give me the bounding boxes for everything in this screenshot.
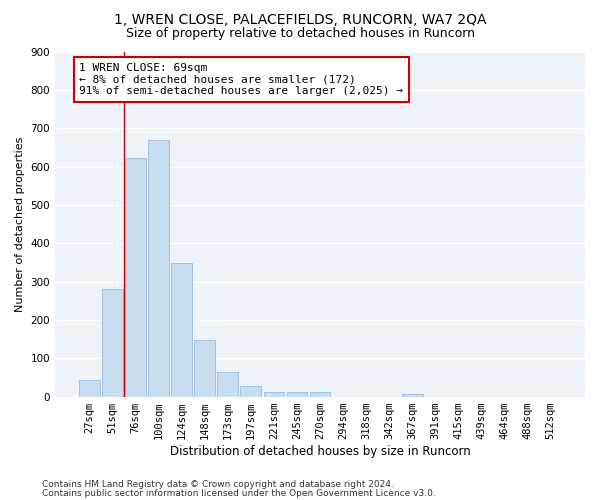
Bar <box>217 372 238 396</box>
Text: Size of property relative to detached houses in Runcorn: Size of property relative to detached ho… <box>125 28 475 40</box>
Bar <box>172 263 192 396</box>
Text: Contains HM Land Registry data © Crown copyright and database right 2024.: Contains HM Land Registry data © Crown c… <box>42 480 394 489</box>
Y-axis label: Number of detached properties: Number of detached properties <box>15 136 25 312</box>
Bar <box>148 140 169 396</box>
X-axis label: Distribution of detached houses by size in Runcorn: Distribution of detached houses by size … <box>170 444 470 458</box>
Bar <box>287 392 307 396</box>
Bar <box>310 392 331 396</box>
Text: 1, WREN CLOSE, PALACEFIELDS, RUNCORN, WA7 2QA: 1, WREN CLOSE, PALACEFIELDS, RUNCORN, WA… <box>114 12 486 26</box>
Bar <box>102 289 123 397</box>
Text: Contains public sector information licensed under the Open Government Licence v3: Contains public sector information licen… <box>42 488 436 498</box>
Bar <box>79 380 100 396</box>
Bar <box>402 394 422 396</box>
Text: 1 WREN CLOSE: 69sqm
← 8% of detached houses are smaller (172)
91% of semi-detach: 1 WREN CLOSE: 69sqm ← 8% of detached hou… <box>79 63 403 96</box>
Bar <box>241 386 261 396</box>
Bar <box>263 392 284 396</box>
Bar <box>194 340 215 396</box>
Bar <box>125 158 146 396</box>
